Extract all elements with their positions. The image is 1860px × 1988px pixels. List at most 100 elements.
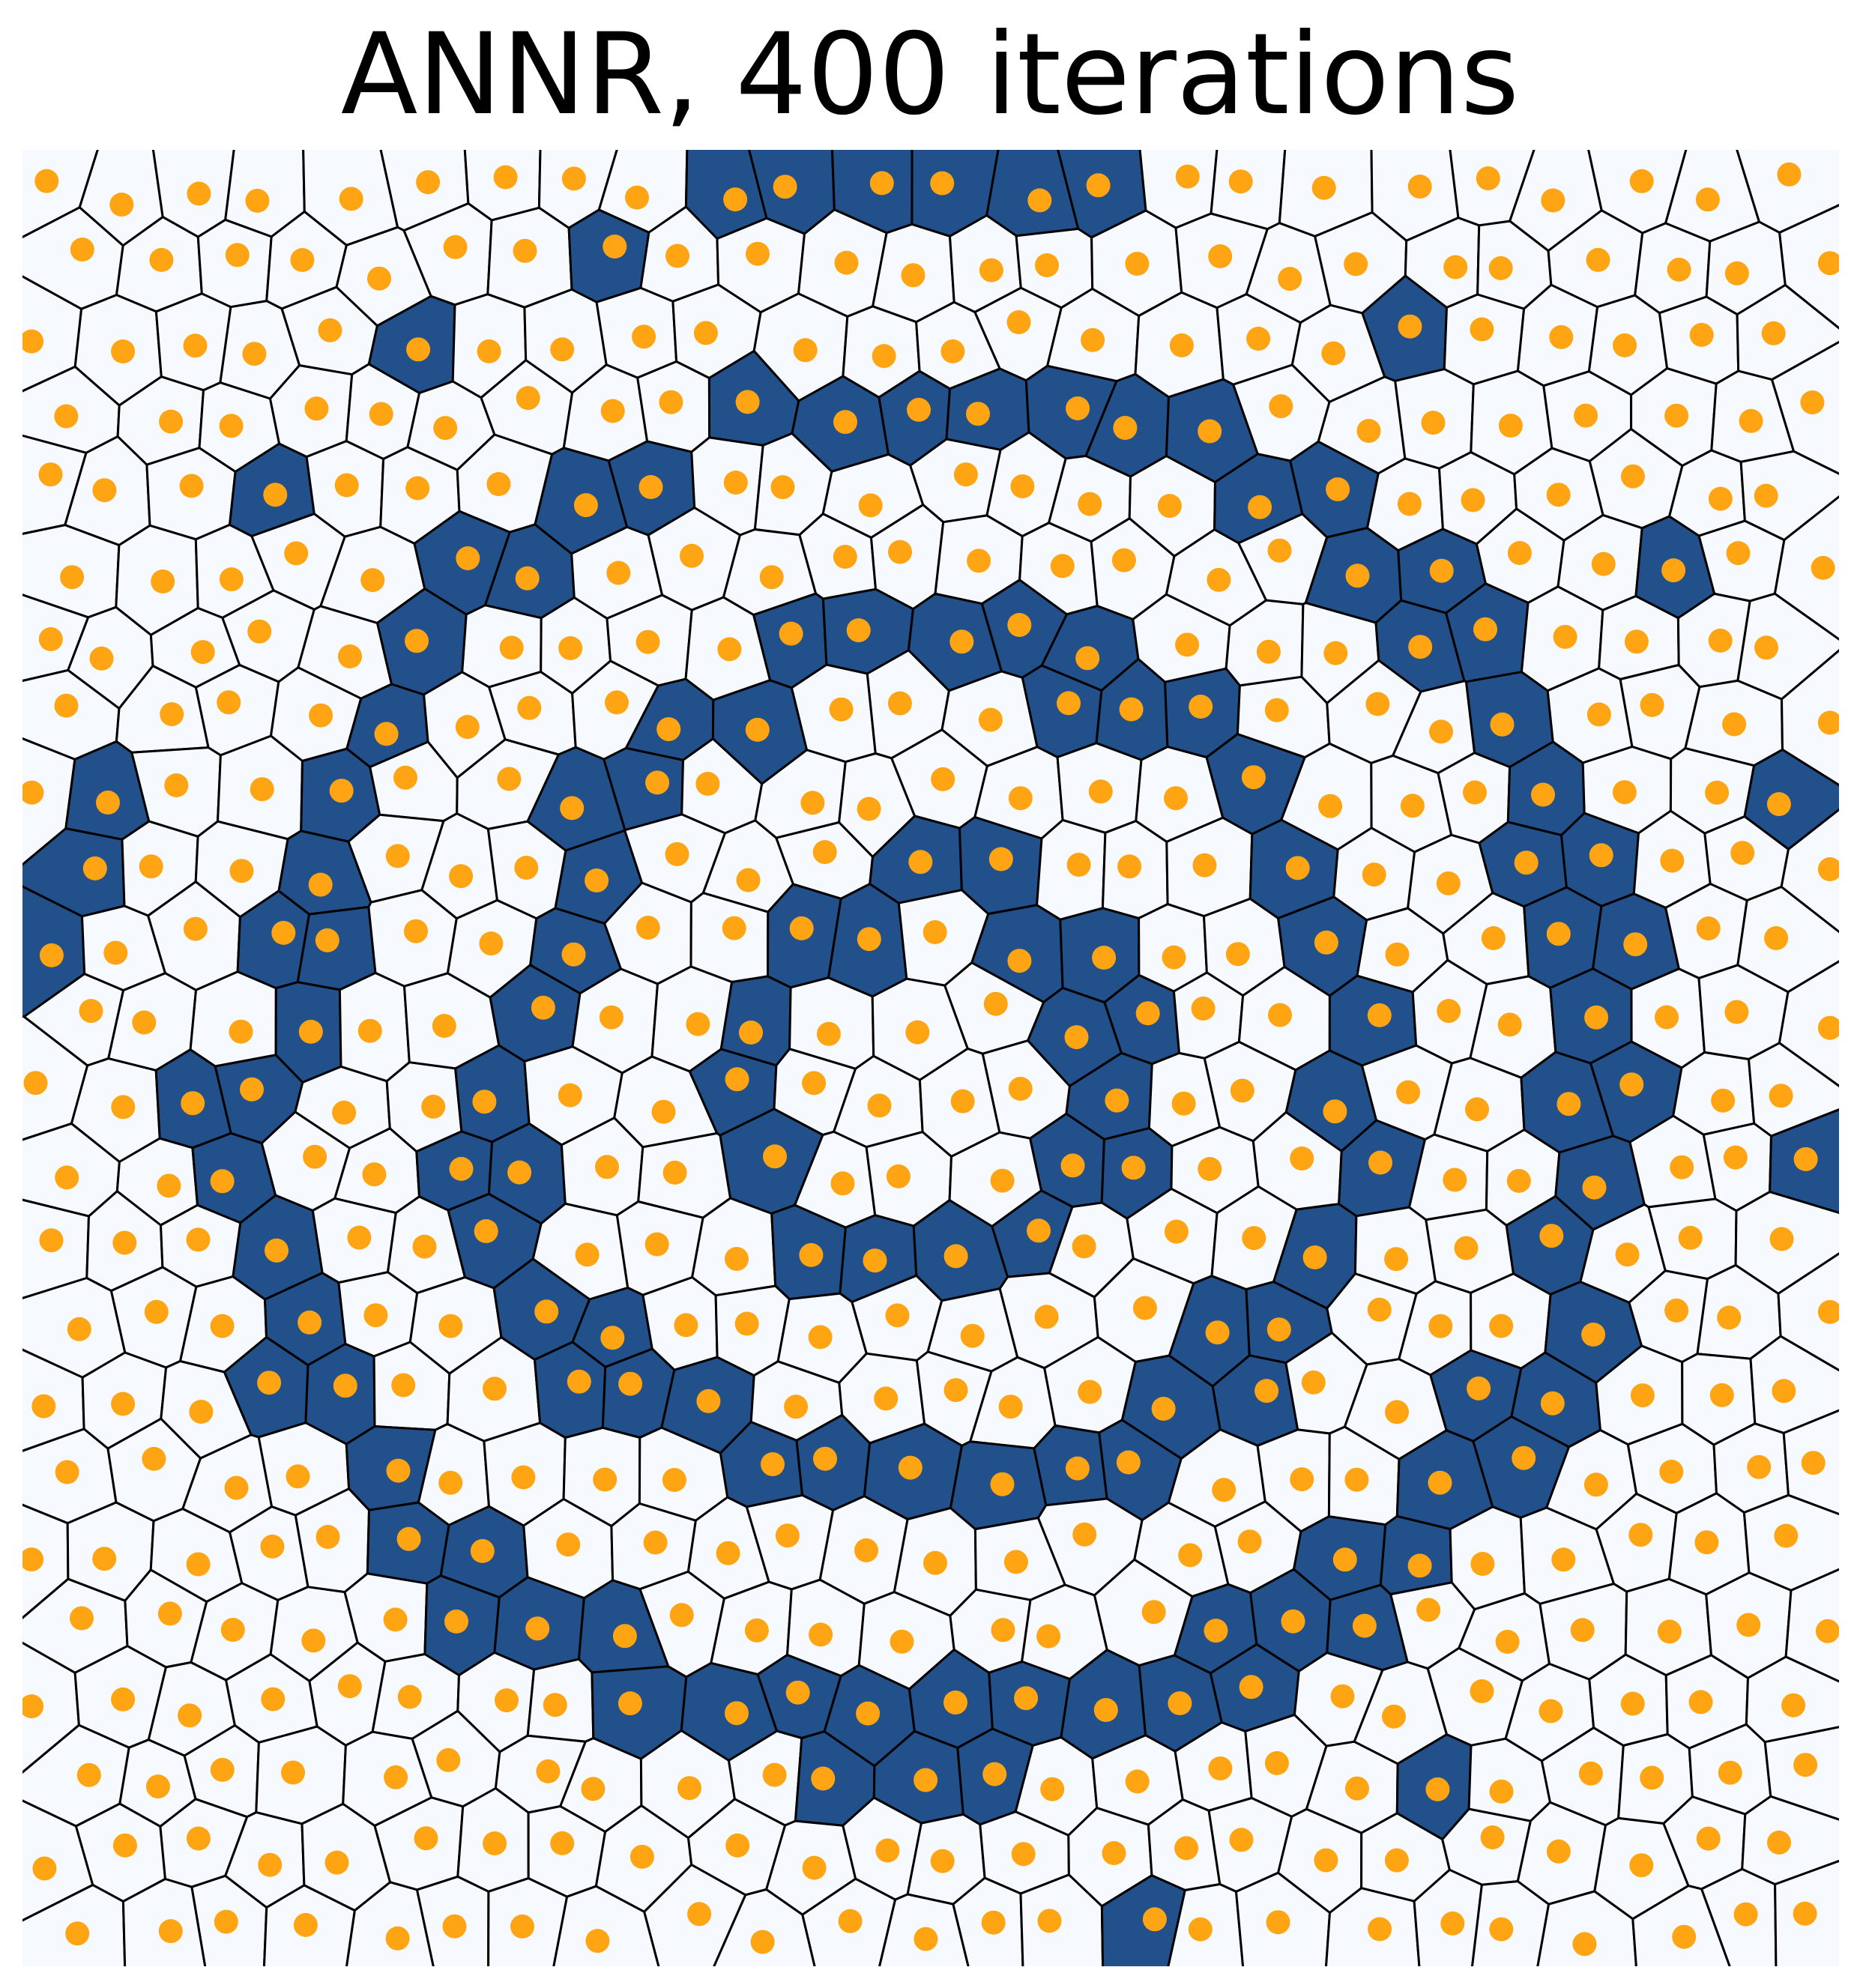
- voronoi-site: [816, 1021, 841, 1046]
- voronoi-site: [189, 1400, 214, 1424]
- voronoi-site: [1628, 1523, 1653, 1547]
- voronoi-site: [1436, 871, 1461, 895]
- voronoi-site: [534, 1299, 559, 1324]
- voronoi-site: [339, 187, 363, 211]
- voronoi-site: [1035, 253, 1059, 277]
- voronoi-site: [111, 1095, 136, 1120]
- voronoi-site: [1772, 1379, 1796, 1404]
- voronoi-site: [1057, 691, 1081, 716]
- voronoi-site: [242, 342, 267, 366]
- voronoi-site: [1688, 1690, 1713, 1714]
- voronoi-site: [1428, 1470, 1452, 1495]
- voronoi-site: [363, 1303, 388, 1328]
- voronoi-site: [386, 1458, 411, 1483]
- voronoi-site: [229, 859, 254, 883]
- voronoi-site: [1385, 942, 1410, 967]
- voronoi-site: [1546, 1839, 1571, 1864]
- voronoi-site: [659, 390, 683, 414]
- voronoi-site: [55, 1165, 79, 1190]
- voronoi-site: [1086, 173, 1111, 198]
- voronoi-site: [875, 1838, 900, 1863]
- voronoi-site: [304, 396, 329, 421]
- voronoi-site: [943, 1244, 968, 1269]
- voronoi-site: [160, 702, 184, 727]
- voronoi-site: [966, 402, 990, 426]
- voronoi-site: [931, 767, 955, 791]
- voronoi-site: [92, 1547, 117, 1571]
- voronoi-site: [1321, 341, 1346, 366]
- voronoi-site: [799, 1242, 824, 1267]
- voronoi-site: [54, 404, 79, 429]
- voronoi-site: [998, 1395, 1023, 1419]
- voronoi-site: [1125, 252, 1150, 276]
- voronoi-site: [1345, 1776, 1369, 1801]
- voronoi-site: [315, 928, 339, 952]
- voronoi-site: [324, 1850, 349, 1875]
- voronoi-site: [290, 248, 315, 272]
- voronoi-site: [442, 1914, 467, 1939]
- voronoi-site: [1421, 411, 1446, 435]
- voronoi-site: [186, 1826, 211, 1851]
- voronoi-site: [800, 791, 825, 815]
- voronoi-site: [1239, 1675, 1263, 1700]
- voronoi-site: [483, 1831, 507, 1855]
- voronoi-site: [260, 1534, 285, 1559]
- voronoi-site: [186, 1552, 211, 1577]
- voronoi-site: [1769, 1084, 1793, 1108]
- voronoi-site: [1326, 477, 1350, 501]
- voronoi-site: [1072, 1234, 1096, 1259]
- voronoi-site: [245, 188, 270, 213]
- voronoi-site: [1189, 695, 1213, 719]
- voronoi-site: [507, 1160, 532, 1185]
- voronoi-site: [1169, 333, 1194, 357]
- voronoi-site: [635, 629, 660, 654]
- voronoi-site: [674, 1313, 698, 1338]
- voronoi-site: [1556, 1092, 1581, 1117]
- voronoi-site: [183, 916, 208, 941]
- voronoi-site: [391, 1373, 416, 1398]
- voronoi-site: [759, 565, 784, 590]
- voronoi-site: [1311, 175, 1336, 200]
- voronoi-site: [337, 1674, 362, 1699]
- voronoi-site: [22, 329, 44, 354]
- voronoi-site: [1192, 853, 1217, 877]
- voronoi-site: [677, 1776, 701, 1801]
- voronoi-site: [298, 1019, 323, 1044]
- voronoi-site: [1670, 1155, 1694, 1179]
- voronoi-site: [734, 1311, 759, 1336]
- voronoi-site: [1553, 624, 1577, 649]
- voronoi-site: [1162, 945, 1186, 970]
- voronoi-site: [558, 636, 583, 660]
- voronoi-site: [645, 770, 670, 795]
- voronoi-site: [1572, 1932, 1597, 1957]
- voronoi-site: [858, 493, 883, 518]
- voronoi-site: [187, 181, 211, 206]
- voronoi-site: [693, 321, 718, 345]
- voronoi-site: [1630, 1383, 1655, 1408]
- voronoi-site: [1205, 1320, 1230, 1345]
- voronoi-site: [1582, 1175, 1607, 1200]
- voronoi-site: [183, 333, 208, 358]
- voronoi-site: [1570, 1618, 1595, 1643]
- voronoi-site: [474, 1219, 498, 1243]
- voronoi-site: [854, 1538, 878, 1562]
- voronoi-site: [914, 1768, 938, 1792]
- voronoi-site: [1040, 1777, 1065, 1801]
- voronoi-site: [943, 1691, 967, 1714]
- voronoi-site: [1657, 1619, 1682, 1644]
- voronoi-site: [723, 471, 748, 495]
- voronoi-site: [1088, 779, 1113, 804]
- voronoi-site: [907, 397, 931, 422]
- voronoi-site: [219, 567, 244, 592]
- voronoi-site: [736, 868, 761, 892]
- voronoi-site: [1640, 1765, 1664, 1790]
- voronoi-site: [905, 1020, 930, 1045]
- voronoi-site: [595, 1155, 619, 1179]
- voronoi-site: [1066, 853, 1091, 877]
- voronoi-site: [1141, 1600, 1166, 1625]
- voronoi-site: [750, 1930, 775, 1954]
- voronoi-site: [978, 707, 1003, 732]
- voronoi-site: [722, 916, 746, 940]
- voronoi-site: [1443, 255, 1468, 280]
- voronoi-site: [1695, 187, 1720, 212]
